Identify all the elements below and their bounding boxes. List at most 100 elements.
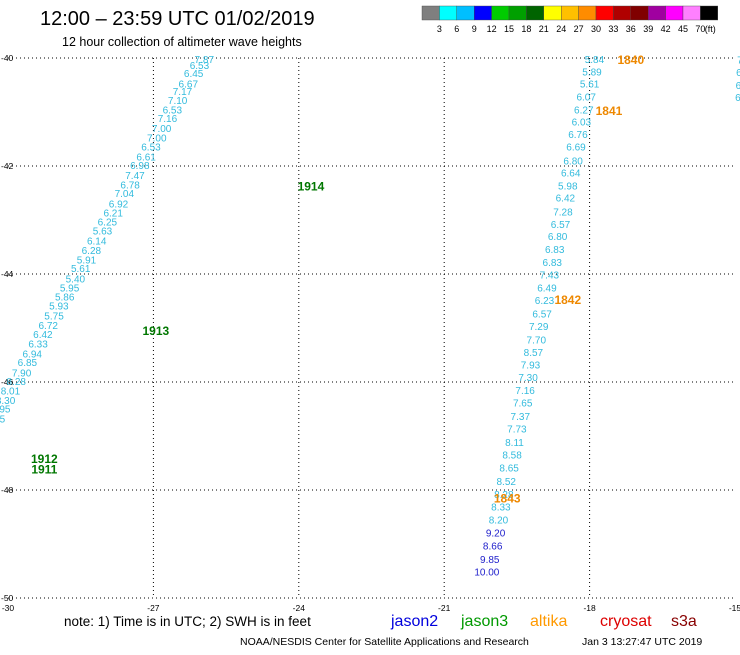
wave-height-value: 9.85 (480, 555, 500, 566)
wave-height-value: 6.80 (548, 232, 568, 243)
satellite-legend-jason2: jason2 (390, 613, 438, 630)
scale-swatch (700, 6, 717, 20)
scale-label: 24 (556, 24, 566, 34)
scale-label: 30 (591, 24, 601, 34)
y-tick-label: -42 (1, 161, 14, 171)
scale-label: 3 (437, 24, 442, 34)
wave-height-value: 7.73 (507, 424, 527, 435)
x-tick-label: -24 (293, 603, 306, 613)
wave-height-value: 6.83 (543, 258, 563, 269)
scale-label: 12 (487, 24, 497, 34)
wave-height-value: 7.43 (540, 271, 560, 282)
x-tick-label: -15 (729, 603, 740, 613)
x-tick-label: -18 (583, 603, 596, 613)
scale-label: 21 (539, 24, 549, 34)
wave-height-value: 6.03 (572, 118, 592, 129)
wave-height-value: 6.57 (551, 220, 571, 231)
wave-height-value: 6.07 (576, 92, 596, 103)
pass-number: 1843 (494, 492, 521, 506)
scale-label: 18 (521, 24, 531, 34)
scale-swatch (596, 6, 613, 20)
scale-label: 6 (454, 24, 459, 34)
wave-height-value: 8.52 (497, 477, 517, 488)
wave-height-value: 6.27 (574, 105, 594, 116)
wave-height-value: 6.76 (568, 130, 588, 141)
wave-height-value: 6.69 (566, 143, 586, 154)
scale-swatch (579, 6, 596, 20)
wave-height-value: 10.00 (474, 568, 499, 579)
footer-timestamp: Jan 3 13:27:47 UTC 2019 (582, 636, 702, 648)
y-tick-label: -48 (1, 485, 14, 495)
footer-credit: NOAA/NESDIS Center for Satellite Applica… (240, 636, 529, 648)
scale-swatch (474, 6, 491, 20)
scale-swatch (544, 6, 561, 20)
y-tick-label: -40 (1, 53, 14, 63)
x-tick-label: -30 (2, 603, 15, 613)
scale-label: 15 (504, 24, 514, 34)
wave-height-value: 8.11 (505, 438, 524, 449)
scale-swatch (439, 6, 456, 20)
wave-height-value: 6.57 (532, 309, 552, 320)
wave-height-value: 8.57 (524, 348, 544, 359)
scale-swatch (526, 6, 543, 20)
wave-height-value: 7.29 (529, 322, 549, 333)
lat-lon-grid (8, 58, 735, 598)
wave-height-value: 5.98 (558, 181, 578, 192)
scale-swatch (648, 6, 665, 20)
wave-height-value: 6.64 (561, 168, 581, 179)
wave-height-value: 7.70 (527, 335, 547, 346)
satellite-legend-altika: altika (530, 613, 567, 630)
wave-height-value: 6.55 (0, 415, 6, 426)
wave-height-value: 8.66 (483, 542, 503, 553)
wave-height-value: 6.42 (556, 193, 576, 204)
pass-number: 1840 (617, 53, 644, 67)
scale-label: 45 (678, 24, 688, 34)
wave-height-value: 7.93 (521, 361, 541, 372)
wave-height-value: 7.37 (511, 412, 531, 423)
y-tick-label: -44 (1, 269, 14, 279)
wave-height-value: 7.28 (553, 207, 573, 218)
satellite-legend-cryosat: cryosat (600, 613, 652, 630)
scale-unit: (ft) (705, 24, 716, 34)
x-tick-label: -21 (438, 603, 451, 613)
wave-height-value: 5.61 (580, 79, 600, 90)
pass-number: 1842 (554, 293, 581, 307)
pass-number: 1913 (142, 324, 169, 338)
footer-note: note: 1) Time is in UTC; 2) SWH is in fe… (64, 614, 311, 629)
page-title: 12:00 – 23:59 UTC 01/02/2019 (40, 8, 315, 30)
scale-label: 9 (472, 24, 477, 34)
satellite-legend-jason3: jason3 (460, 613, 508, 630)
pass-number: 1914 (298, 180, 325, 194)
wave-height-value: 6.80 (563, 157, 583, 168)
scale-label: 39 (643, 24, 653, 34)
satellite-tracks: 7.876.536.456.677.177.106.537.167.007.00… (0, 55, 740, 578)
wave-height-value: 5.84 (585, 55, 605, 66)
wave-height-value: 7.30 (518, 373, 538, 384)
scale-label: 27 (574, 24, 584, 34)
wave-height-value: 5.89 (582, 68, 602, 79)
wave-height-value: 6 (736, 68, 740, 79)
wave-height-value: 6 (735, 93, 740, 104)
x-tick-label: -27 (147, 603, 160, 613)
wave-height-value: 7.65 (513, 399, 533, 410)
wave-height-value: 8.20 (489, 516, 509, 527)
wave-height-value: 7.16 (515, 386, 535, 397)
scale-label: 33 (608, 24, 618, 34)
pass-number: 1841 (596, 104, 623, 118)
scale-swatch (457, 6, 474, 20)
wave-height-value: 6.83 (545, 245, 565, 256)
wave-height-value: 6 (736, 81, 740, 92)
scale-swatch (683, 6, 700, 20)
scale-swatch (422, 6, 439, 20)
wave-height-value: 8.65 (499, 463, 519, 474)
scale-swatch (561, 6, 578, 20)
axis-ticks: -30-27-24-21-18-15-40-42-44-46-48-50 (1, 53, 740, 613)
wave-height-value: 8.58 (502, 450, 522, 461)
wave-height-value: 6.23 (535, 296, 555, 307)
pass-number: 1911 (31, 462, 57, 476)
wave-height-value: 9.20 (486, 529, 506, 540)
y-tick-label: -50 (1, 593, 14, 603)
scale-swatch (613, 6, 630, 20)
